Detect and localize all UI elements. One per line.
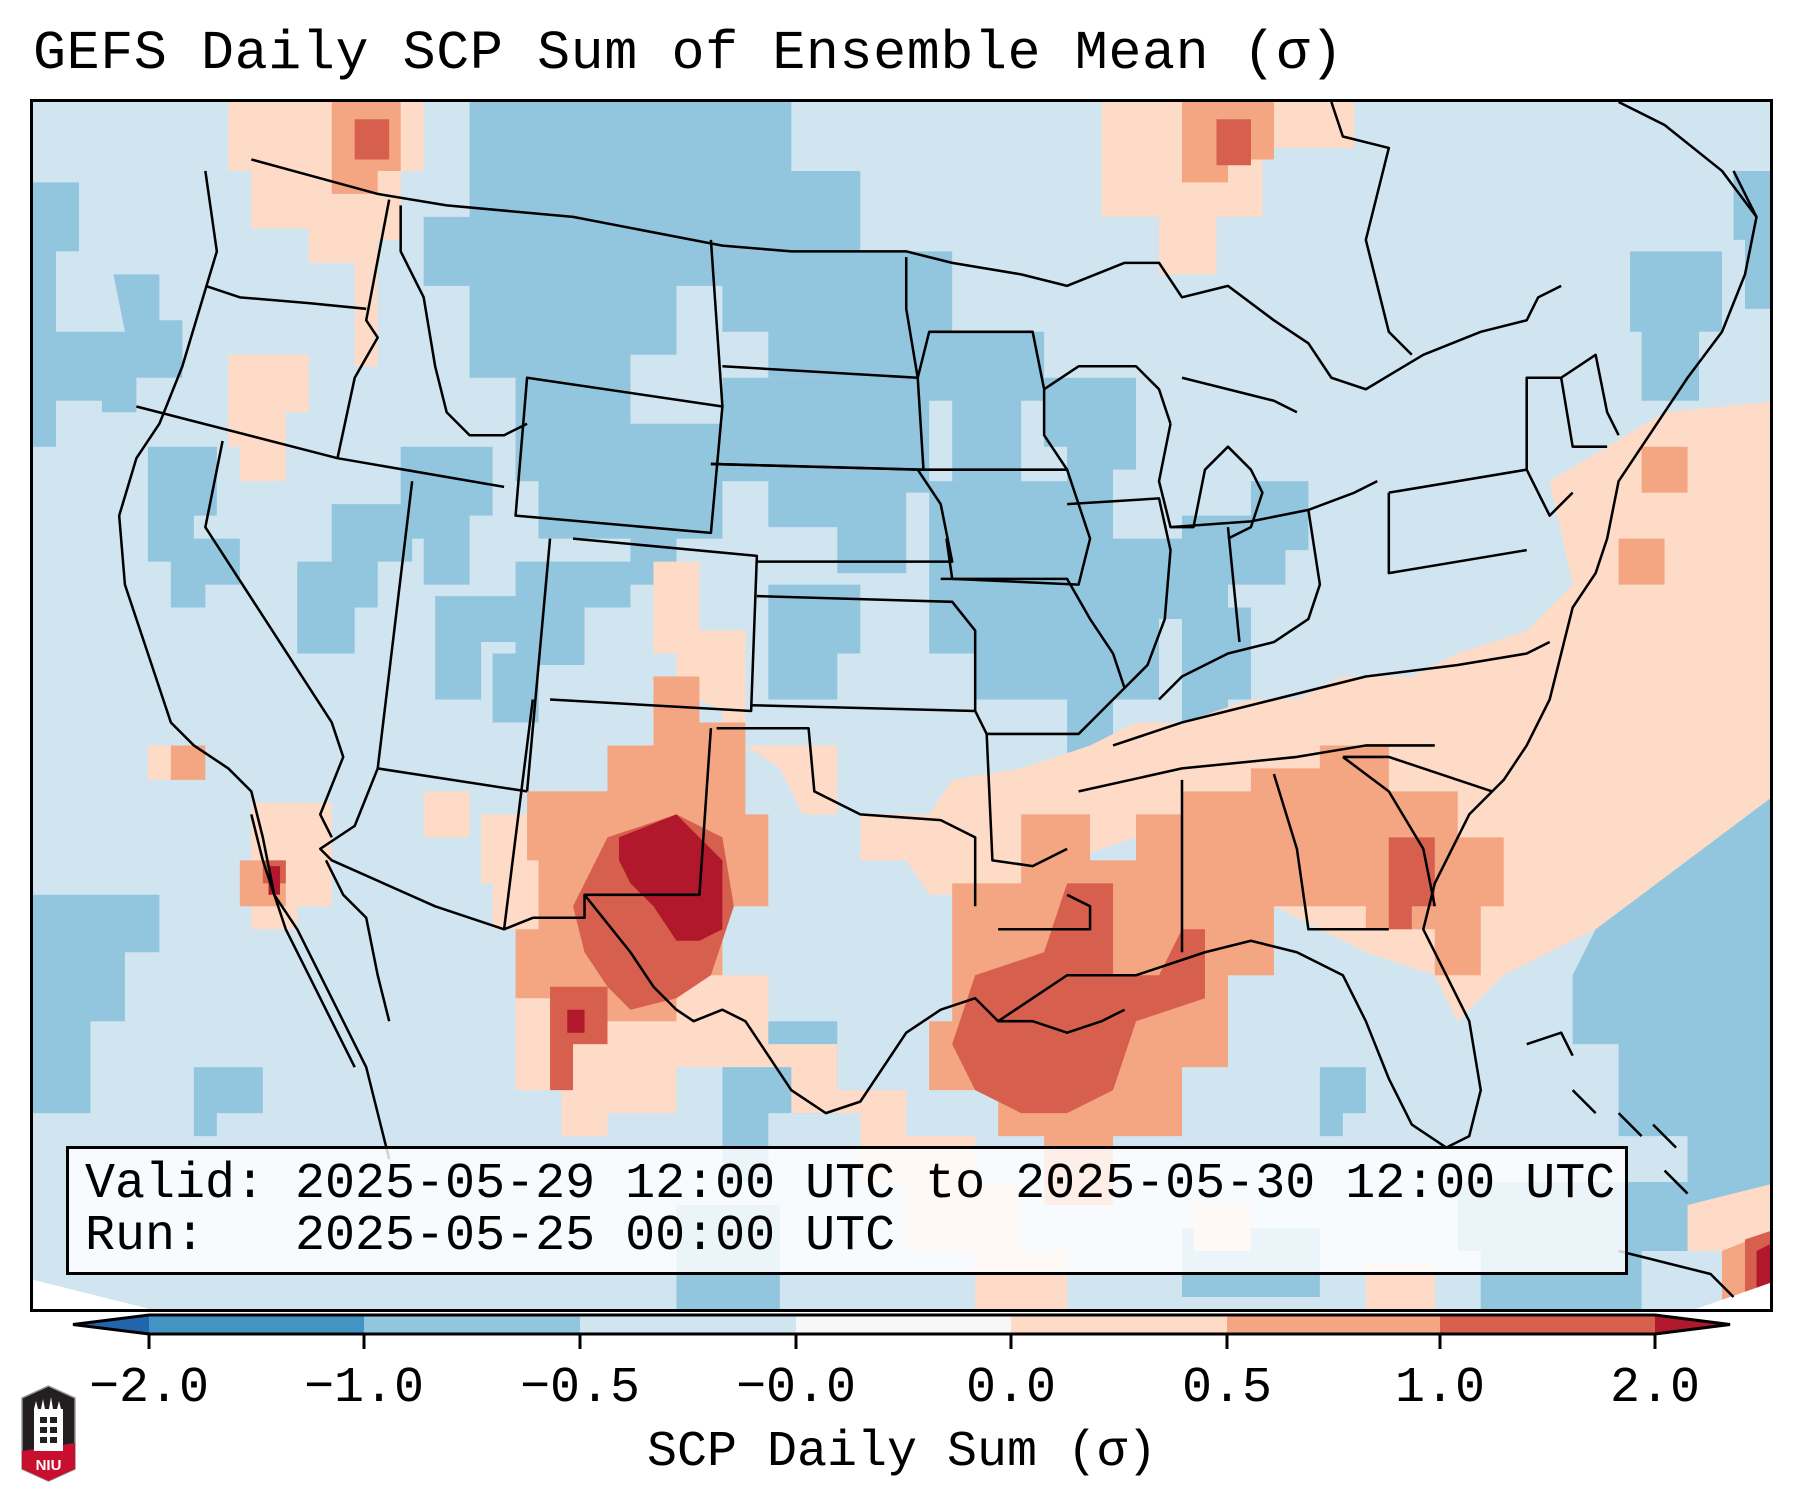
colorbar-tick-label: −0.5 — [519, 1360, 641, 1417]
colorbar-tick-label: −1.0 — [303, 1360, 425, 1417]
georgia-sc — [1342, 755, 1493, 907]
utah-west — [376, 481, 414, 769]
canada-east — [1330, 102, 1758, 356]
gulf-coast — [997, 170, 1758, 1149]
washington-oregon — [204, 284, 367, 311]
michigan — [1157, 376, 1298, 540]
oregon-south — [136, 405, 505, 489]
colorbar-extend-max — [1655, 1315, 1730, 1334]
minnesota-wisconsin — [916, 330, 1172, 471]
colorbar — [72, 1313, 1731, 1349]
missouri — [940, 577, 1126, 736]
wyoming — [514, 376, 724, 535]
arizona — [318, 767, 505, 931]
arkansas-louisiana — [985, 733, 1092, 931]
colorbar-band — [1440, 1315, 1655, 1334]
oklahoma — [716, 726, 977, 907]
idaho-east — [399, 205, 528, 437]
map-panel — [30, 99, 1773, 1312]
colorbar-tick-label: 0.5 — [1181, 1360, 1273, 1417]
map-outside-extent — [33, 1279, 149, 1309]
colorbar-tick-label: 0.0 — [965, 1360, 1057, 1417]
colorbar-tick-label: −0.0 — [735, 1360, 857, 1417]
chart-title: GEFS Daily SCP Sum of Ensemble Mean (σ) — [33, 22, 1344, 85]
boundary-lines — [117, 102, 1758, 1298]
indiana-ohio — [1158, 480, 1378, 701]
scp-map — [33, 102, 1770, 1309]
mexico-baja — [250, 814, 391, 1068]
nebraska — [710, 462, 954, 563]
valid-run-info-box: Valid: 2025-05-29 12:00 UTC to 2025-05-3… — [66, 1146, 1628, 1275]
run-time-text: Run: 2025-05-25 00:00 UTC — [85, 1208, 896, 1265]
colorbar-axis-label: SCP Daily Sum (σ) — [646, 1424, 1158, 1481]
svg-text:NIU: NIU — [36, 1457, 62, 1474]
colorbar-tick-label: 2.0 — [1609, 1360, 1701, 1417]
colorbar-band — [1011, 1315, 1227, 1334]
west-coast — [117, 170, 391, 1160]
colorbar-band — [1227, 1315, 1440, 1334]
nd-east — [904, 257, 919, 378]
colorbar-band — [796, 1315, 1011, 1334]
canada-us-border — [250, 158, 1562, 391]
illinois — [1067, 497, 1172, 689]
colorbar-band — [364, 1315, 580, 1334]
kentucky-tennessee — [1112, 640, 1551, 747]
utah-east — [525, 538, 552, 792]
colorbar-tick-label: 1.0 — [1394, 1360, 1486, 1417]
colorbar-band — [580, 1315, 796, 1334]
montana-east — [709, 239, 724, 407]
niu-logo: NIU — [21, 1385, 76, 1482]
utah-south — [377, 767, 528, 793]
northeast-states — [1387, 353, 1620, 575]
kansas — [751, 594, 977, 713]
tn-south — [1078, 744, 1435, 793]
colorbar-extend-min — [73, 1315, 149, 1334]
colorbar-tick-label: −2.0 — [88, 1360, 210, 1417]
caribbean-islands — [1526, 1031, 1735, 1298]
idaho-west — [336, 199, 391, 459]
colorbar-band — [149, 1315, 364, 1334]
mississippi-alabama — [1180, 773, 1389, 953]
valid-time-text: Valid: 2025-05-29 12:00 UTC to 2025-05-3… — [85, 1156, 1616, 1213]
nevada — [204, 440, 345, 838]
colorado — [549, 537, 759, 713]
texas — [583, 894, 1126, 1115]
